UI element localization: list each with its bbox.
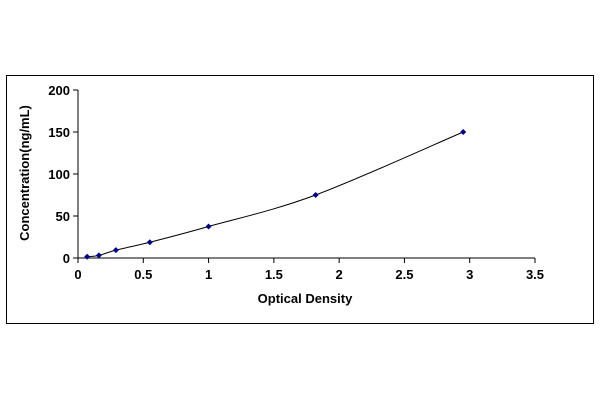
y-ticks: 0 50 100 150 200: [48, 83, 78, 266]
x-ticks: 0 0.5 1 1.5 2 2.5 3 3.5: [74, 258, 544, 282]
axes: [77, 90, 535, 259]
x-tick-label: 1.5: [265, 267, 283, 282]
x-axis-title: Optical Density: [258, 291, 353, 306]
y-axis-title: Concentration(ng/mL): [17, 105, 32, 241]
x-tick-label: 0: [74, 267, 81, 282]
x-tick-label: 1: [205, 267, 212, 282]
y-tick-label: 0: [63, 251, 70, 266]
x-tick-label: 2: [336, 267, 343, 282]
data-point: [95, 252, 102, 259]
data-points: [84, 129, 467, 260]
y-tick-label: 100: [48, 167, 70, 182]
y-tick-label: 200: [48, 83, 70, 98]
y-tick-label: 50: [56, 209, 70, 224]
x-tick-label: 3: [466, 267, 473, 282]
x-tick-label: 3.5: [526, 267, 544, 282]
data-point: [460, 129, 467, 135]
x-tick-label: 2.5: [395, 267, 413, 282]
data-point: [146, 239, 153, 246]
data-point: [312, 192, 319, 198]
data-point: [205, 223, 212, 230]
chart-frame: [6, 75, 594, 324]
x-tick-label: 0.5: [134, 267, 152, 282]
fit-curve: [87, 131, 464, 258]
data-point: [84, 253, 91, 260]
y-tick-label: 150: [48, 125, 70, 140]
data-point: [112, 247, 119, 254]
